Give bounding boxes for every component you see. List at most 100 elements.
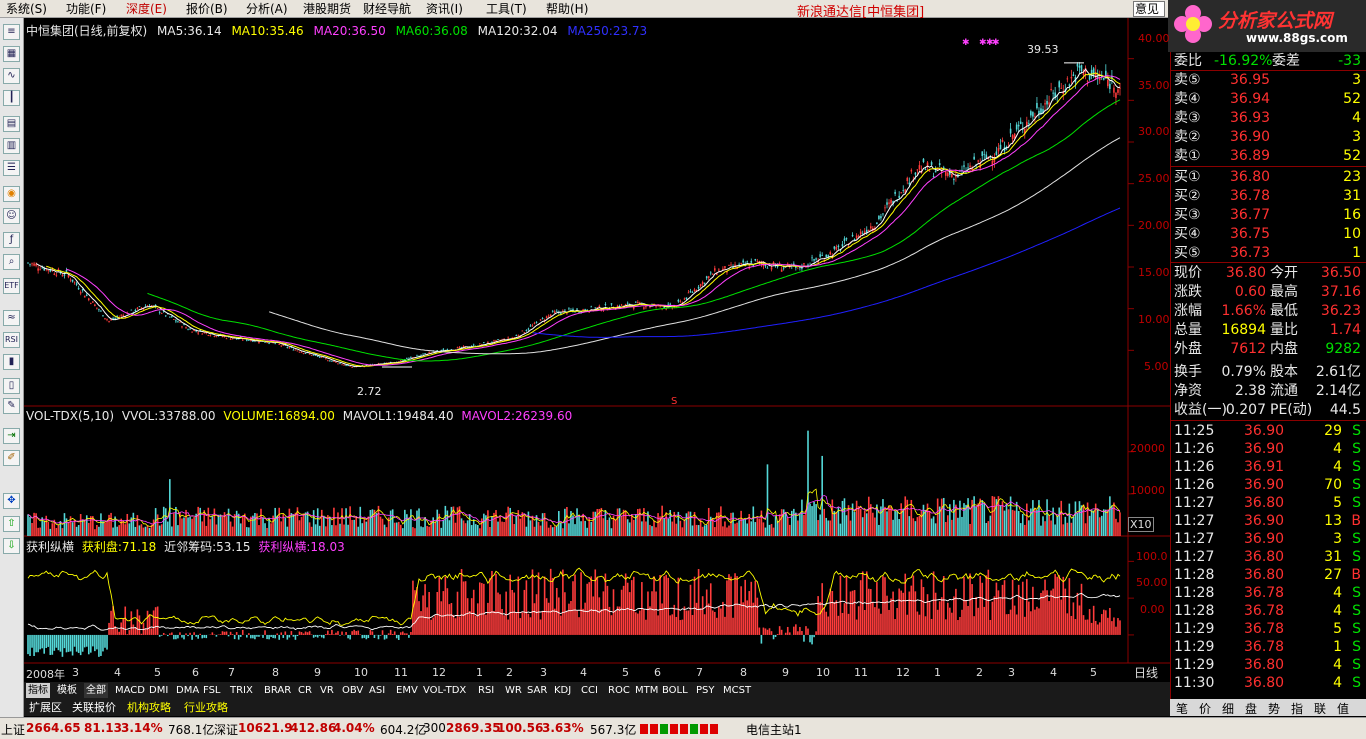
candle-body bbox=[683, 298, 686, 300]
move-icon[interactable]: ✥ bbox=[3, 493, 20, 509]
kline-chart[interactable]: ✱ ✱ ✱ ✱ S 中恒集团(日线,前复权) MA5:36.14 MA10:35.46 … bbox=[24, 18, 1170, 682]
bid-row[interactable]: 买⑤ 36.73 1 bbox=[1174, 244, 1364, 262]
volume-bar bbox=[454, 522, 457, 536]
right-tab[interactable]: 指 bbox=[1291, 702, 1304, 716]
grid-icon[interactable]: ▦ bbox=[3, 46, 20, 62]
right-tab[interactable]: 势 bbox=[1268, 702, 1281, 716]
menu-help[interactable]: 帮助(H) bbox=[546, 2, 589, 16]
arrow-up-icon[interactable]: ⇧ bbox=[3, 516, 20, 532]
volume-bar bbox=[507, 506, 509, 536]
indicator-tab[interactable]: CCI bbox=[581, 685, 598, 696]
ask-row[interactable]: 卖③ 36.93 4 bbox=[1174, 109, 1364, 127]
bid-row[interactable]: 买① 36.80 23 bbox=[1174, 168, 1364, 186]
indicator-tab[interactable]: MCST bbox=[723, 685, 752, 696]
chart-canvas[interactable]: ✱ ✱ ✱✱S bbox=[24, 18, 1170, 682]
volume-bar bbox=[760, 510, 763, 536]
indicator-tab[interactable]: ROC bbox=[608, 685, 630, 696]
indicator-tab[interactable]: DMA bbox=[176, 685, 200, 696]
indicator-tab[interactable]: VOL-TDX bbox=[423, 685, 467, 696]
indicator-tab[interactable]: WR bbox=[505, 685, 522, 696]
users-icon[interactable]: ☺ bbox=[3, 208, 20, 224]
profit-bar bbox=[985, 575, 988, 635]
indicator-tab[interactable]: RSI bbox=[478, 685, 495, 696]
volume-bar bbox=[73, 519, 76, 536]
csi300-index[interactable]: 2869.35 bbox=[446, 721, 501, 735]
indicator-tab[interactable]: 模板 bbox=[57, 685, 77, 696]
wave-icon[interactable]: ≈ bbox=[3, 310, 20, 326]
menu-depth[interactable]: 深度(E) bbox=[126, 2, 167, 16]
candle-body bbox=[829, 252, 832, 255]
indicator-tab[interactable]: 全部 bbox=[84, 683, 108, 698]
report-icon[interactable]: ▤ bbox=[3, 116, 20, 132]
tab-extension[interactable]: 扩展区 bbox=[29, 701, 62, 714]
indicator-tab[interactable]: CR bbox=[298, 685, 312, 696]
volume-bar bbox=[535, 515, 538, 536]
pen-icon[interactable]: ✐ bbox=[3, 450, 20, 466]
menu-function[interactable]: 功能(F) bbox=[66, 2, 107, 16]
candle-body bbox=[610, 303, 613, 305]
menu-quote[interactable]: 报价(B) bbox=[186, 2, 228, 16]
bid-row[interactable]: 买③ 36.77 16 bbox=[1174, 206, 1364, 224]
export-icon[interactable]: ⇥ bbox=[3, 428, 20, 444]
etf-icon[interactable]: ETF bbox=[3, 278, 20, 294]
indicator-tab[interactable]: EMV bbox=[396, 685, 418, 696]
period-label[interactable]: 日线 bbox=[1134, 666, 1159, 680]
indicator-tab[interactable]: VR bbox=[320, 685, 334, 696]
list-icon[interactable]: ☰ bbox=[3, 160, 20, 176]
tab-related-quote[interactable]: 关联报价 bbox=[72, 701, 116, 714]
menu-system[interactable]: 系统(S) bbox=[6, 2, 47, 16]
indicator-tab[interactable]: MACD bbox=[115, 685, 145, 696]
indicator-tab[interactable]: MTM bbox=[635, 685, 659, 696]
formula-icon[interactable]: ƒ bbox=[3, 232, 20, 248]
indicator-tab[interactable]: BRAR bbox=[264, 685, 292, 696]
ask-row[interactable]: 卖② 36.90 3 bbox=[1174, 128, 1364, 146]
ask-row[interactable]: 卖④ 36.94 52 bbox=[1174, 90, 1364, 108]
bid-row[interactable]: 买④ 36.75 10 bbox=[1174, 225, 1364, 243]
ask-row[interactable]: 卖⑤ 36.95 3 bbox=[1174, 71, 1364, 89]
profit-bar bbox=[65, 634, 68, 653]
right-tab[interactable]: 笔 bbox=[1176, 702, 1189, 716]
candle-body bbox=[908, 182, 911, 185]
tab-institution[interactable]: 机构攻略 bbox=[127, 701, 171, 714]
menu-info[interactable]: 资讯(I) bbox=[426, 2, 463, 16]
feedback-button[interactable]: 意见 bbox=[1133, 1, 1165, 17]
line-chart-icon[interactable]: ∿ bbox=[3, 68, 20, 84]
candle-chart-icon[interactable]: ┃ bbox=[3, 90, 20, 106]
indicator-tab[interactable]: ASI bbox=[369, 685, 386, 696]
indicator-tab[interactable]: KDJ bbox=[554, 685, 572, 696]
rsi-icon[interactable]: RSI bbox=[3, 332, 20, 348]
bars-icon[interactable]: ▮ bbox=[3, 354, 20, 370]
indicator-tab[interactable]: 指标 bbox=[26, 683, 50, 698]
right-tab[interactable]: 盘 bbox=[1245, 702, 1258, 716]
indicator-tab[interactable]: BOLL bbox=[662, 685, 688, 696]
tab-industry[interactable]: 行业攻略 bbox=[184, 701, 228, 714]
indicator-tab[interactable]: TRIX bbox=[230, 685, 253, 696]
menu-tools[interactable]: 工具(T) bbox=[486, 2, 527, 16]
sh-index[interactable]: 2664.65 bbox=[26, 721, 81, 735]
sz-index[interactable]: 10621.9 bbox=[238, 721, 293, 735]
menu-hk-futures[interactable]: 港股期货 bbox=[303, 2, 352, 16]
quote-list-icon[interactable]: ≡ bbox=[3, 24, 20, 40]
indicator-tab[interactable]: DMI bbox=[149, 685, 169, 696]
indicator-tab[interactable]: OBV bbox=[342, 685, 364, 696]
bid-row[interactable]: 买② 36.78 31 bbox=[1174, 187, 1364, 205]
right-tab[interactable]: 价 bbox=[1199, 702, 1212, 716]
right-tab[interactable]: 联 bbox=[1314, 702, 1327, 716]
indicator-tab[interactable]: PSY bbox=[696, 685, 715, 696]
candle-body bbox=[221, 336, 224, 338]
profit-bar bbox=[355, 631, 358, 635]
globe-icon[interactable]: ◉ bbox=[3, 186, 20, 202]
tools-icon[interactable]: ✎ bbox=[3, 398, 20, 414]
table-icon[interactable]: ▥ bbox=[3, 138, 20, 154]
right-tab[interactable]: 值 bbox=[1337, 702, 1350, 716]
indicator-tab[interactable]: FSL bbox=[203, 685, 221, 696]
indicator-tab[interactable]: SAR bbox=[527, 685, 548, 696]
search-icon[interactable]: ⌕ bbox=[3, 254, 20, 270]
page-icon[interactable]: ▯ bbox=[3, 378, 20, 394]
arrow-down-icon[interactable]: ⇩ bbox=[3, 538, 20, 554]
profit-bar bbox=[620, 589, 623, 635]
right-tab[interactable]: 细 bbox=[1222, 702, 1235, 716]
menu-finance-nav[interactable]: 财经导航 bbox=[363, 2, 412, 16]
menu-analysis[interactable]: 分析(A) bbox=[246, 2, 288, 16]
ask-row[interactable]: 卖① 36.89 52 bbox=[1174, 147, 1364, 165]
